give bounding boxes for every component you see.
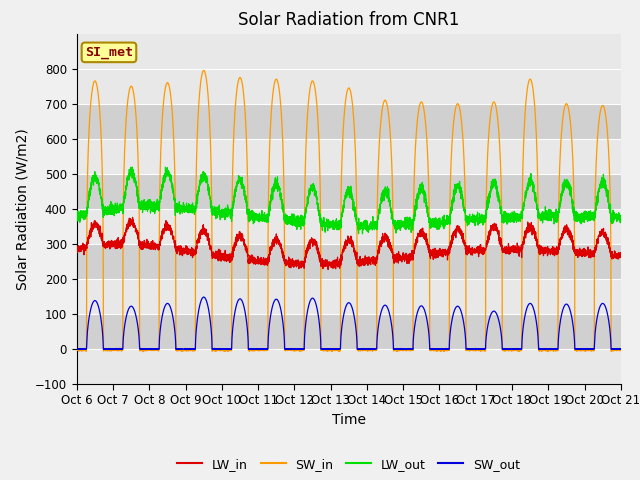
Text: SI_met: SI_met (85, 46, 133, 59)
SW_out (441, 346, 449, 351)
X-axis label: Time: Time (332, 413, 366, 427)
SW_in (140, 349, 147, 355)
SW_out (471, 346, 479, 352)
LW_out (358, 231, 366, 237)
Line: LW_in: LW_in (77, 217, 621, 269)
SW_in (200, 68, 207, 73)
Y-axis label: Solar Radiation (W/m2): Solar Radiation (W/m2) (15, 128, 29, 289)
SW_in (171, 165, 179, 171)
SW_in (329, 347, 337, 352)
SW_out (73, 346, 81, 352)
SW_in (73, 347, 81, 353)
SW_in (441, 347, 449, 353)
Bar (77, 209, 621, 244)
LW_in (616, 252, 624, 257)
LW_in (324, 266, 332, 272)
Line: SW_in: SW_in (77, 71, 621, 352)
SW_out (171, 325, 179, 331)
Title: Solar Radiation from CNR1: Solar Radiation from CNR1 (238, 11, 460, 29)
LW_in (73, 248, 81, 254)
LW_in (441, 249, 449, 255)
LW_out (616, 212, 624, 218)
LW_in (329, 263, 337, 268)
SW_out (508, 347, 515, 352)
LW_out (617, 219, 625, 225)
SW_in (617, 347, 625, 352)
Bar (77, 244, 621, 279)
SW_out (200, 294, 207, 300)
Bar (77, 104, 621, 139)
LW_in (171, 240, 179, 246)
SW_out (329, 346, 337, 352)
LW_out (329, 226, 337, 231)
SW_out (617, 346, 625, 352)
LW_in (471, 248, 479, 253)
LW_in (502, 248, 509, 254)
LW_in (129, 215, 136, 220)
Line: SW_out: SW_out (77, 297, 621, 349)
Bar (77, 174, 621, 209)
LW_in (617, 254, 625, 260)
SW_out (616, 346, 624, 352)
SW_out (502, 346, 509, 352)
LW_out (73, 209, 81, 215)
SW_in (471, 347, 479, 353)
Bar (77, 314, 621, 349)
Bar (77, 279, 621, 314)
LW_out (471, 217, 479, 223)
Legend: LW_in, SW_in, LW_out, SW_out: LW_in, SW_in, LW_out, SW_out (172, 453, 525, 476)
Bar (77, 349, 621, 384)
SW_in (616, 348, 624, 353)
Bar (77, 139, 621, 174)
LW_out (441, 219, 449, 225)
Line: LW_out: LW_out (77, 167, 621, 234)
SW_in (502, 347, 509, 353)
Bar (77, 69, 621, 104)
LW_out (171, 198, 179, 204)
LW_out (502, 217, 509, 223)
LW_out (129, 164, 136, 170)
